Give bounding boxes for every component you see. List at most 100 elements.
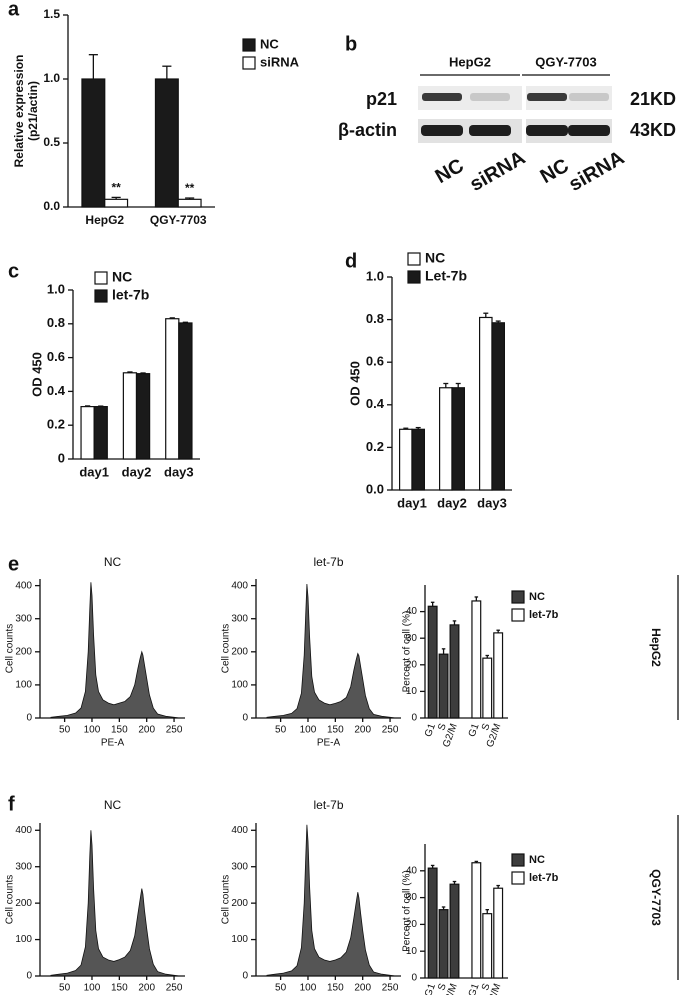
y-tick-label: 30 xyxy=(406,892,418,903)
x-tick-label: 150 xyxy=(111,983,128,994)
significance: ** xyxy=(111,181,121,195)
lane-label: NC xyxy=(432,155,468,188)
legend-label: Let-7b xyxy=(425,268,467,284)
x-tick-label: 150 xyxy=(327,983,344,994)
y-tick-label: 0 xyxy=(26,713,32,724)
x-tick-label: 250 xyxy=(166,983,183,994)
bar xyxy=(493,632,504,719)
side-label: HepG2 xyxy=(649,628,663,667)
x-tick-label: G1 xyxy=(467,722,482,739)
y-tick-label: 400 xyxy=(231,580,248,591)
bar xyxy=(427,605,438,719)
lane-label: siRNA xyxy=(466,147,529,196)
band xyxy=(469,125,511,136)
y-axis-label: (p21/actin) xyxy=(26,81,40,141)
y-tick-label: 200 xyxy=(231,646,248,657)
y-tick-label: 0.8 xyxy=(366,311,384,326)
y-tick-label: 200 xyxy=(231,898,248,909)
protein-label: p21 xyxy=(366,89,397,109)
y-tick-label: 100 xyxy=(15,934,32,945)
y-tick-label: 400 xyxy=(231,825,248,836)
legend-swatch xyxy=(94,289,108,303)
x-tick-label: G1 xyxy=(423,722,438,739)
bar xyxy=(482,657,493,719)
y-tick-label: 10 xyxy=(406,686,418,697)
lane-label: siRNA xyxy=(565,147,628,196)
x-tick-label: G1 xyxy=(467,982,482,995)
band xyxy=(470,93,510,101)
bar xyxy=(439,387,453,491)
chart-title: let-7b xyxy=(313,555,343,569)
y-tick-label: 400 xyxy=(15,825,32,836)
x-tick-label: 200 xyxy=(138,983,155,994)
y-tick-label: 0.8 xyxy=(47,315,65,330)
y-tick-label: 1.5 xyxy=(43,7,60,21)
y-tick-label: 10 xyxy=(406,946,418,957)
bar xyxy=(165,318,180,460)
x-tick-label: S xyxy=(480,722,493,732)
x-tick-label: 50 xyxy=(275,725,287,736)
bar xyxy=(178,322,193,460)
legend-swatch xyxy=(407,270,421,284)
bar xyxy=(104,198,129,208)
x-tick-label: 150 xyxy=(111,725,128,736)
y-tick-label: 20 xyxy=(406,659,418,670)
bar xyxy=(471,862,482,979)
band xyxy=(421,125,463,136)
x-tick-label: 100 xyxy=(84,983,101,994)
x-tick-label: day3 xyxy=(164,464,194,479)
bar xyxy=(482,913,493,979)
y-tick-label: 0.6 xyxy=(366,354,384,369)
x-tick-label: day2 xyxy=(122,464,152,479)
y-axis-label: Relative expression xyxy=(12,55,26,168)
bar xyxy=(93,406,108,460)
legend-swatch xyxy=(511,590,525,604)
x-tick-label: day1 xyxy=(397,495,427,510)
y-tick-label: 0 xyxy=(411,973,417,984)
chart-title: NC xyxy=(104,555,122,569)
legend-swatch xyxy=(242,38,256,52)
y-axis-label: Cell counts xyxy=(221,875,232,924)
y-tick-label: 300 xyxy=(15,613,32,624)
y-tick-label: 100 xyxy=(231,680,248,691)
x-tick-label: 200 xyxy=(138,725,155,736)
y-tick-label: 0.4 xyxy=(366,396,385,411)
y-tick-label: 0.5 xyxy=(43,135,60,149)
x-tick-label: G1 xyxy=(423,982,438,995)
y-tick-label: 1.0 xyxy=(47,281,65,296)
x-tick-label: 150 xyxy=(327,725,344,736)
y-axis-label: Cell counts xyxy=(221,624,232,673)
x-tick-label: 50 xyxy=(59,725,71,736)
bar xyxy=(438,909,449,979)
band xyxy=(569,93,609,101)
x-tick-label: S xyxy=(436,722,449,732)
bar xyxy=(449,883,460,979)
x-tick-label: S xyxy=(480,982,493,992)
bar xyxy=(471,600,482,719)
bar xyxy=(493,887,504,979)
x-tick-label: 250 xyxy=(382,983,399,994)
bar xyxy=(427,867,438,979)
x-tick-label: 100 xyxy=(84,725,101,736)
y-tick-label: 1.0 xyxy=(366,268,384,283)
bar xyxy=(451,387,465,491)
band xyxy=(568,125,610,136)
y-tick-label: 0 xyxy=(58,450,65,465)
y-tick-label: 300 xyxy=(231,613,248,624)
legend-swatch xyxy=(407,252,421,266)
histogram xyxy=(50,582,180,719)
x-tick-label: 250 xyxy=(382,725,399,736)
y-tick-label: 0 xyxy=(242,713,248,724)
panel-letter: b xyxy=(345,33,357,55)
y-tick-label: 300 xyxy=(15,861,32,872)
panel-letter: c xyxy=(8,260,19,282)
cell-line-label: HepG2 xyxy=(449,54,491,69)
legend-label: NC xyxy=(529,854,545,866)
histogram xyxy=(50,830,180,977)
bar xyxy=(80,406,95,460)
x-tick-label: 100 xyxy=(300,983,317,994)
y-tick-label: 40 xyxy=(406,865,418,876)
x-axis-label: PE-A xyxy=(317,738,341,749)
chart-title: NC xyxy=(104,798,122,812)
